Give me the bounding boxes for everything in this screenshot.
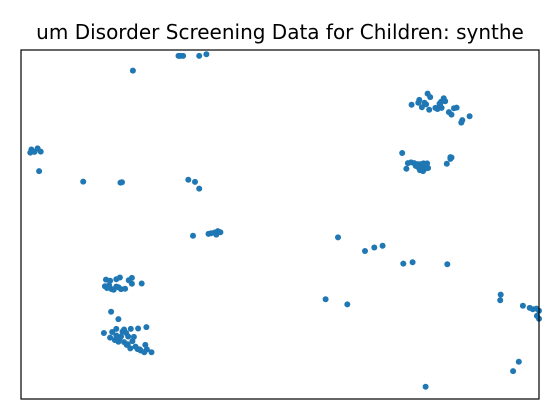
data-point: [196, 185, 203, 192]
data-point: [143, 324, 150, 331]
data-point: [142, 341, 149, 348]
data-point: [192, 178, 198, 185]
data-point: [447, 154, 454, 161]
data-point: [190, 232, 196, 239]
data-point: [180, 52, 187, 59]
data-point: [409, 259, 416, 266]
data-point: [107, 277, 114, 284]
data-point: [443, 160, 450, 167]
data-point: [344, 301, 351, 308]
data-point: [115, 284, 122, 291]
data-point: [108, 308, 115, 315]
chart-title: um Disorder Screening Data for Children:…: [36, 20, 524, 44]
data-point: [115, 338, 122, 345]
data-point: [118, 333, 124, 340]
data-point: [138, 280, 145, 287]
data-point: [400, 260, 407, 267]
data-point: [379, 242, 386, 249]
data-point: [371, 244, 378, 251]
data-point: [36, 168, 43, 175]
data-point: [362, 248, 368, 254]
data-point: [136, 346, 143, 353]
data-point: [322, 296, 329, 303]
plot-frame: [20, 49, 540, 400]
data-points: [27, 51, 542, 390]
data-point: [127, 345, 134, 352]
data-point: [448, 111, 455, 118]
data-point: [420, 160, 427, 167]
data-point: [185, 176, 192, 183]
data-point: [497, 297, 504, 304]
data-point: [135, 325, 142, 332]
data-point: [408, 101, 415, 108]
data-point: [427, 94, 434, 101]
data-point: [127, 325, 134, 332]
data-point: [437, 101, 444, 108]
data-point: [442, 98, 449, 105]
data-point: [107, 334, 114, 341]
data-point: [399, 150, 406, 156]
data-point: [80, 178, 87, 185]
data-point: [128, 274, 135, 281]
data-point: [515, 358, 522, 365]
data-point: [110, 286, 117, 293]
data-point: [422, 383, 429, 390]
data-point: [100, 330, 107, 336]
data-point: [425, 165, 432, 171]
data-point: [129, 67, 136, 74]
data-point: [416, 96, 423, 103]
data-point: [426, 106, 433, 113]
data-point: [421, 99, 428, 106]
data-point: [335, 234, 341, 241]
data-point: [403, 165, 410, 172]
data-point: [415, 163, 422, 170]
data-point: [519, 302, 526, 309]
data-point: [116, 274, 123, 281]
data-point: [466, 113, 473, 120]
data-point: [27, 149, 34, 156]
data-point: [128, 280, 135, 287]
data-point: [213, 231, 220, 238]
data-point: [122, 285, 129, 292]
data-point: [458, 119, 465, 126]
data-point: [497, 291, 504, 298]
data-point: [113, 332, 120, 339]
data-point: [510, 368, 517, 375]
data-point: [453, 104, 460, 111]
data-point: [196, 52, 203, 59]
data-point: [115, 316, 122, 323]
data-point: [106, 282, 113, 289]
data-point: [141, 349, 148, 356]
data-point: [148, 349, 155, 356]
data-point: [113, 325, 120, 332]
data-point: [37, 148, 44, 155]
data-point: [121, 326, 128, 333]
data-point: [109, 329, 116, 335]
data-point: [203, 51, 210, 58]
data-point: [125, 333, 132, 340]
data-point: [444, 261, 451, 268]
data-point: [130, 333, 137, 340]
data-point: [119, 179, 125, 186]
